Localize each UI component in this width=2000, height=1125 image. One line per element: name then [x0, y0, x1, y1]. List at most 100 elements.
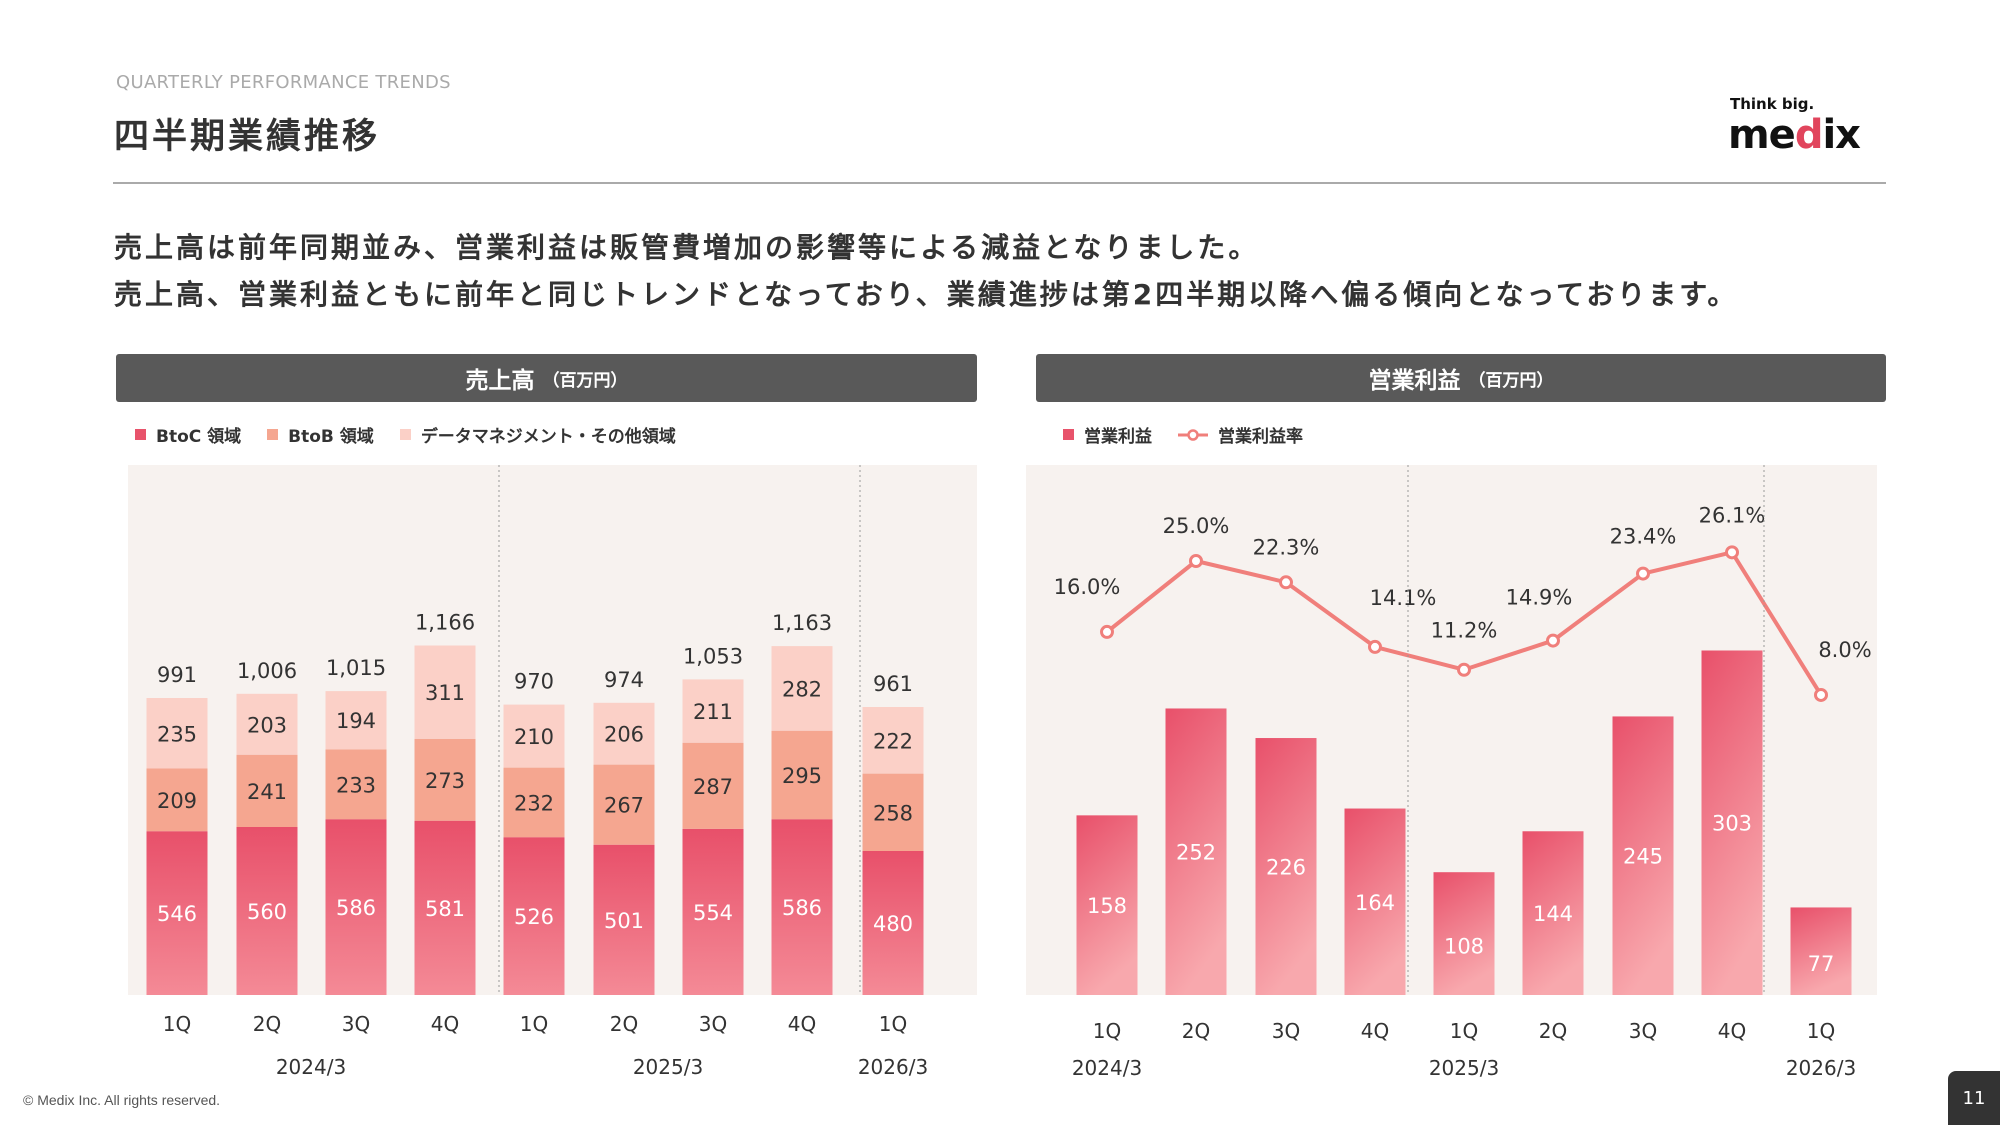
legend-btob: BtoB 領域 — [267, 422, 374, 447]
bar-total-label: 1,053 — [683, 644, 743, 668]
bar-segment-other — [414, 645, 476, 739]
bar-segment-other — [682, 679, 744, 743]
sales-legend: BtoC 領域 BtoB 領域 データマネジメント・その他領域 — [135, 422, 676, 447]
fiscal-year-label: 2025/3 — [1429, 1056, 1499, 1080]
op-margin-point — [1457, 662, 1471, 677]
lead-line-1: 売上高は前年同期並み、営業利益は販管費増加の影響等による減益となりました。 — [114, 231, 1260, 264]
op-margin-point — [1189, 554, 1203, 568]
bar-segment-btob — [682, 742, 744, 829]
bar-segment-other — [862, 707, 924, 774]
bar-total-label: 1,006 — [237, 659, 297, 683]
line-marker-icon — [1178, 428, 1208, 441]
bar-segment-btob — [771, 730, 833, 820]
op-legend: 営業利益 営業利益率 — [1063, 422, 1303, 447]
x-tick-label: 2Q — [1182, 1019, 1210, 1043]
x-tick-label: 4Q — [788, 1012, 816, 1036]
bar-value-label: 267 — [604, 794, 644, 818]
x-tick-label: 4Q — [1361, 1019, 1389, 1043]
bar-segment-btoc — [682, 828, 744, 995]
x-tick-label: 1Q — [1450, 1019, 1478, 1043]
bar-value-label: 546 — [157, 902, 197, 926]
op-margin-label: 14.1% — [1370, 586, 1437, 610]
x-tick-label: 1Q — [879, 1012, 907, 1036]
x-tick-label: 1Q — [520, 1012, 548, 1036]
fiscal-year-label: 2026/3 — [858, 1055, 928, 1079]
sales-chart-header: 売上高 （百万円） — [116, 354, 977, 402]
x-tick-label: 2Q — [253, 1012, 281, 1036]
op-profit-bar — [1165, 708, 1227, 995]
bar-value-label: 560 — [247, 900, 287, 924]
bar-value-label: 526 — [514, 905, 554, 929]
bar-value-label: 282 — [782, 677, 822, 701]
legend-swatch — [1063, 429, 1074, 440]
bar-total-label: 974 — [604, 668, 644, 692]
bar-value-label: 222 — [873, 729, 913, 753]
bar-segment-other — [146, 698, 208, 769]
op-margin-point — [1546, 633, 1560, 648]
bar-value-label: 581 — [425, 897, 465, 921]
op-profit-bar — [1612, 716, 1674, 995]
divider — [113, 182, 1886, 184]
op-margin-point — [1279, 575, 1293, 590]
op-profit-bar — [1344, 808, 1406, 995]
medix-logo: Think big. medix — [1728, 96, 1888, 158]
bar-total-label: 991 — [157, 663, 197, 687]
bar-value-label: 480 — [873, 912, 913, 936]
copyright: © Medix Inc. All rights reserved. — [23, 1092, 221, 1108]
bar-value-label: 158 — [1087, 894, 1127, 918]
legend-label: 営業利益 — [1084, 427, 1152, 447]
x-tick-label: 1Q — [163, 1012, 191, 1036]
bar-segment-other — [325, 691, 387, 750]
op-margin-point — [1636, 566, 1650, 581]
op-profit-bar — [1255, 738, 1317, 995]
bar-value-label: 235 — [157, 722, 197, 746]
x-tick-label: 3Q — [1272, 1019, 1300, 1043]
bar-value-label: 295 — [782, 764, 822, 788]
legend-op-margin: 営業利益率 — [1178, 422, 1303, 447]
op-margin-point — [1814, 687, 1828, 702]
bar-segment-btob — [236, 754, 298, 827]
op-profit-bar — [1076, 815, 1138, 995]
bar-value-label: 501 — [604, 909, 644, 933]
bar-segment-other — [771, 646, 833, 731]
bar-value-label: 311 — [425, 681, 465, 705]
bar-value-label: 287 — [693, 775, 733, 799]
x-tick-label: 1Q — [1807, 1019, 1835, 1043]
bar-value-label: 209 — [157, 789, 197, 813]
bar-value-label: 586 — [782, 896, 822, 920]
bar-value-label: 144 — [1533, 902, 1573, 926]
legend-swatch — [267, 429, 279, 440]
bar-total-label: 970 — [514, 670, 554, 694]
op-margin-point — [1725, 545, 1739, 560]
bar-segment-btob — [146, 768, 208, 832]
op-profit-bar — [1433, 872, 1495, 995]
bar-value-label: 194 — [336, 709, 376, 733]
legend-other: データマネジメント・その他領域 — [399, 422, 676, 447]
op-profit-bar — [1522, 831, 1584, 995]
bar-value-label: 273 — [425, 769, 465, 793]
bar-value-label: 245 — [1623, 845, 1663, 869]
legend-label: BtoB 領域 — [288, 427, 374, 447]
bar-value-label: 252 — [1176, 841, 1216, 865]
logo-tagline: Think big. — [1730, 95, 1815, 113]
bar-value-label: 258 — [873, 801, 913, 825]
x-tick-label: 3Q — [1629, 1019, 1657, 1043]
sales-chart-title: 売上高 — [465, 368, 535, 394]
op-margin-label: 8.0% — [1818, 638, 1871, 662]
op-margin-label: 26.1% — [1699, 503, 1766, 527]
fiscal-year-label: 2026/3 — [1786, 1056, 1856, 1080]
op-margin-label: 23.4% — [1610, 525, 1677, 549]
x-tick-label: 4Q — [1718, 1019, 1746, 1043]
bar-segment-btob — [862, 773, 924, 851]
x-tick-label: 1Q — [1093, 1019, 1121, 1043]
bar-segment-btoc — [593, 844, 655, 995]
bar-value-label: 210 — [514, 725, 554, 749]
legend-label: 営業利益率 — [1218, 427, 1303, 447]
bar-segment-btoc — [503, 837, 565, 995]
bar-value-label: 226 — [1266, 856, 1306, 880]
bar-value-label: 203 — [247, 713, 287, 737]
op-chart-header: 営業利益 （百万円） — [1036, 354, 1886, 402]
bar-value-label: 241 — [247, 780, 287, 804]
x-tick-label: 3Q — [342, 1012, 370, 1036]
